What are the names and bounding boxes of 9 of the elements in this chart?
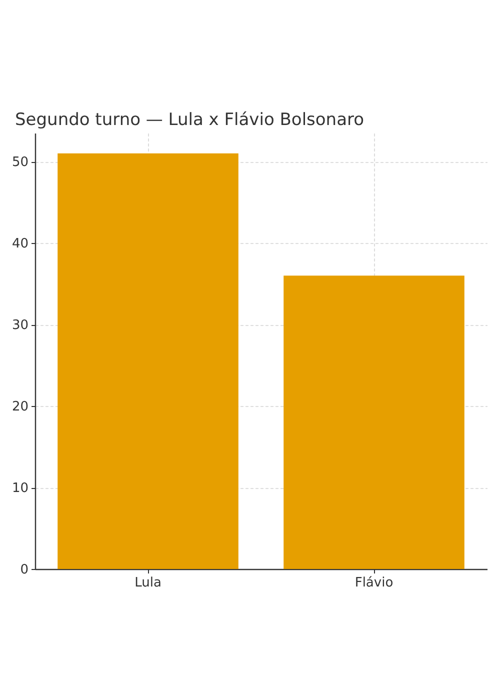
- y-tick-label: 20: [12, 400, 28, 415]
- y-tick-label: 10: [12, 481, 28, 496]
- y-tick-label: 50: [12, 155, 28, 170]
- y-tick-label: 0: [20, 562, 28, 578]
- y-tick-label: 30: [12, 318, 28, 334]
- x-tick-label: Lula: [134, 576, 162, 590]
- y-tick-label: 40: [12, 236, 28, 252]
- chart-title: Segundo turno — Lula x Flávio Bolsonaro: [15, 110, 364, 130]
- x-tick-label: Flávio: [354, 576, 394, 590]
